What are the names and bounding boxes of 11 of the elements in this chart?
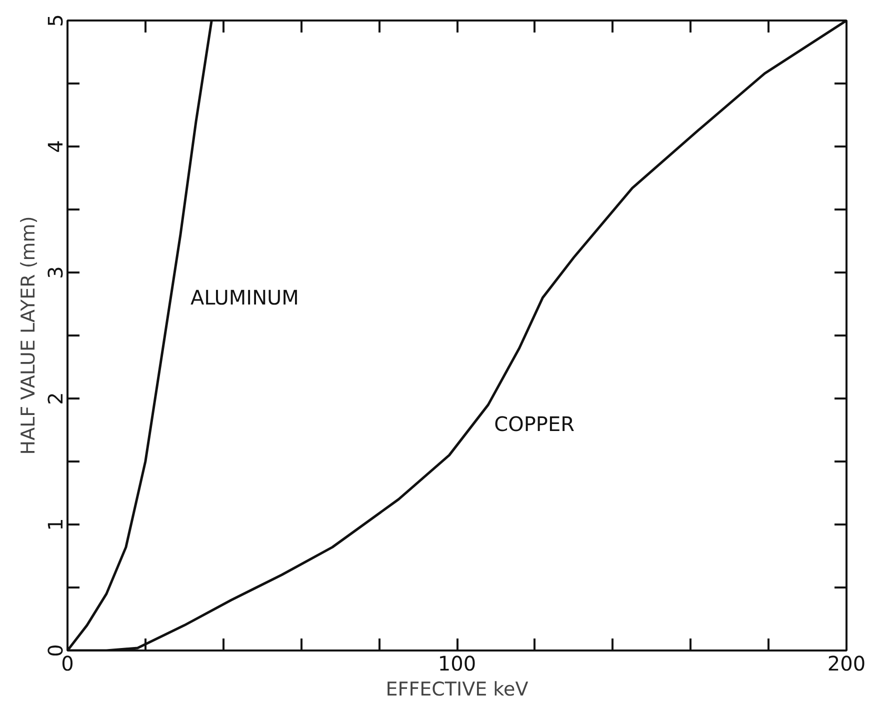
y-tick-label: 1 xyxy=(44,518,68,531)
y-tick-label: 5 xyxy=(44,14,68,27)
y-tick-label: 3 xyxy=(44,266,68,279)
series-label: COPPER xyxy=(494,412,575,436)
x-axis-title: EFFECTIVE keV xyxy=(386,678,528,700)
x-tick-label: 100 xyxy=(438,652,476,676)
y-tick-label: 4 xyxy=(44,140,68,153)
y-axis-title: HALF VALUE LAYER (mm) xyxy=(18,216,40,455)
x-tick-label: 200 xyxy=(827,652,866,676)
y-tick-label: 2 xyxy=(44,392,68,405)
series-label: ALUMINUM xyxy=(190,286,299,310)
